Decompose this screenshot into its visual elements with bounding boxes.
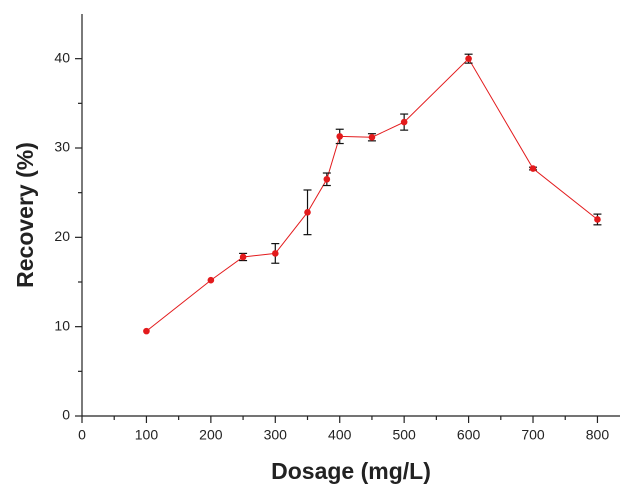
- x-tick-label: 600: [457, 427, 481, 443]
- data-point: [400, 118, 408, 126]
- y-tick-label: 0: [62, 407, 70, 423]
- data-point: [594, 216, 601, 223]
- data-point: [336, 133, 344, 140]
- x-tick-label: 800: [586, 427, 610, 443]
- x-tick-label: 0: [78, 427, 86, 443]
- x-tick-label: 300: [264, 427, 288, 443]
- x-tick-label: 400: [328, 427, 352, 443]
- y-tick-label: 10: [54, 317, 70, 333]
- x-tick-label: 200: [199, 427, 223, 443]
- data-point: [304, 209, 311, 216]
- data-point: [323, 175, 331, 183]
- x-axis-title: Dosage (mg/L): [271, 458, 431, 484]
- data-point: [143, 327, 150, 335]
- data-point: [529, 165, 537, 172]
- y-tick-label: 40: [54, 49, 70, 65]
- x-tick-label: 100: [135, 427, 159, 443]
- y-tick-label: 30: [54, 139, 70, 155]
- data-point: [271, 250, 279, 257]
- data-point: [465, 55, 472, 62]
- data-point: [368, 133, 376, 141]
- x-tick-label: 500: [392, 427, 416, 443]
- x-tick-label: 700: [521, 427, 545, 443]
- y-axis-title: Recovery (%): [12, 142, 38, 288]
- data-point: [207, 276, 215, 284]
- data-line: [146, 57, 598, 332]
- data-point: [239, 253, 247, 261]
- y-tick-label: 20: [54, 228, 70, 244]
